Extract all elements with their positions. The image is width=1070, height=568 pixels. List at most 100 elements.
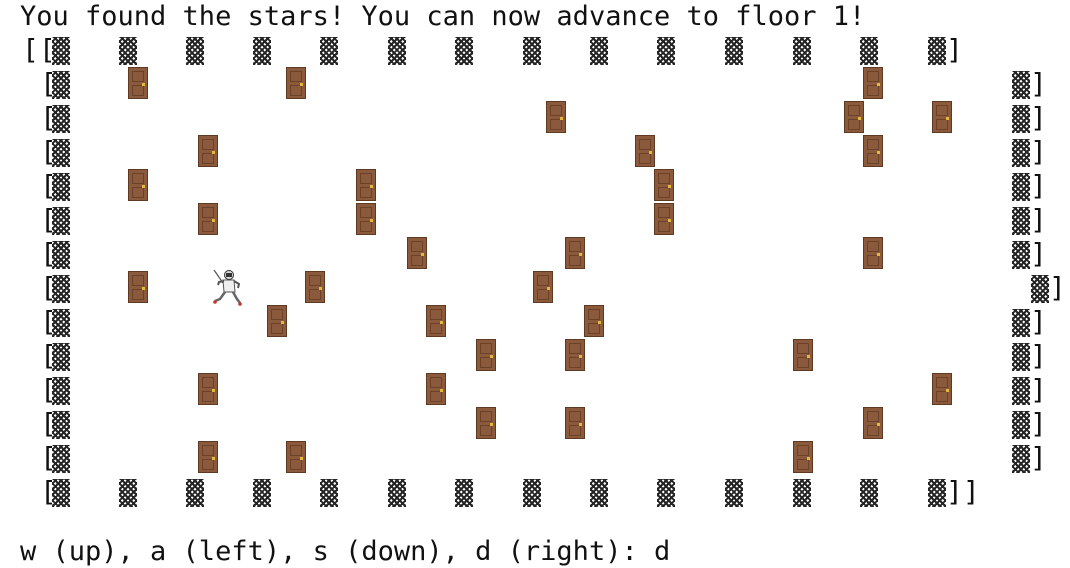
wall-tile-icon (657, 479, 675, 507)
board-bracket-close: ] (1030, 409, 1047, 439)
door-icon (793, 441, 813, 473)
wall-tile-icon (725, 37, 743, 65)
wall-tile-icon (52, 71, 70, 99)
board-bracket-close: ] (1030, 239, 1047, 269)
door-icon (654, 203, 674, 235)
wall-tile-icon (860, 37, 878, 65)
wall-tile-icon (186, 479, 204, 507)
door-icon (932, 373, 952, 405)
wall-tile-icon (860, 479, 878, 507)
wall-tile-icon (52, 173, 70, 201)
door-icon (932, 101, 952, 133)
door-icon (863, 67, 883, 99)
board-bracket-close: ] (1030, 443, 1047, 473)
wall-tile-icon (1012, 105, 1030, 133)
wall-tile-icon (52, 241, 70, 269)
board-bracket-close: ] (1030, 375, 1047, 405)
door-icon (476, 339, 496, 371)
wall-tile-icon (1012, 71, 1030, 99)
wall-tile-icon (793, 479, 811, 507)
wall-tile-icon (119, 479, 137, 507)
player-fencer-icon (210, 268, 242, 306)
wall-tile-icon (52, 37, 70, 65)
door-icon (286, 441, 306, 473)
door-icon (565, 407, 585, 439)
wall-tile-icon (320, 479, 338, 507)
wall-tile-icon (186, 37, 204, 65)
input-prompt[interactable]: w (up), a (left), s (down), d (right): d (20, 537, 670, 567)
wall-tile-icon (119, 37, 137, 65)
door-icon (793, 339, 813, 371)
board-bracket-close: ] (1030, 137, 1047, 167)
wall-tile-icon (52, 207, 70, 235)
door-icon (356, 169, 376, 201)
wall-tile-icon (725, 479, 743, 507)
wall-tile-icon (1012, 173, 1030, 201)
board-bracket-close: ] (946, 35, 963, 65)
wall-tile-icon (1012, 343, 1030, 371)
wall-tile-icon (1012, 377, 1030, 405)
board-bracket-close: ] (1030, 341, 1047, 371)
door-icon (476, 407, 496, 439)
wall-tile-icon (253, 37, 271, 65)
door-icon (305, 271, 325, 303)
door-icon (654, 169, 674, 201)
board-bracket-close: ] (1030, 205, 1047, 235)
door-icon (635, 135, 655, 167)
board-bracket-open: [[ (22, 35, 56, 65)
door-icon (128, 271, 148, 303)
door-icon (128, 169, 148, 201)
door-icon (407, 237, 427, 269)
wall-tile-icon (928, 37, 946, 65)
wall-tile-icon (388, 479, 406, 507)
wall-tile-icon (1031, 275, 1049, 303)
door-icon (286, 67, 306, 99)
wall-tile-icon (52, 309, 70, 337)
wall-tile-icon (52, 275, 70, 303)
door-icon (356, 203, 376, 235)
wall-tile-icon (1012, 411, 1030, 439)
door-icon (565, 237, 585, 269)
door-icon (128, 67, 148, 99)
wall-tile-icon (253, 479, 271, 507)
door-icon (844, 101, 864, 133)
wall-tile-icon (52, 445, 70, 473)
door-icon (863, 135, 883, 167)
wall-tile-icon (1012, 309, 1030, 337)
door-icon (198, 373, 218, 405)
wall-tile-icon (388, 37, 406, 65)
wall-tile-icon (1012, 445, 1030, 473)
wall-tile-icon (52, 105, 70, 133)
wall-tile-icon (455, 37, 473, 65)
door-icon (565, 339, 585, 371)
wall-tile-icon (1012, 207, 1030, 235)
board-bracket-close: ] (1030, 103, 1047, 133)
wall-tile-icon (52, 139, 70, 167)
wall-tile-icon (1012, 139, 1030, 167)
wall-tile-icon (523, 479, 541, 507)
door-icon (546, 101, 566, 133)
board-bracket-close: ]] (946, 477, 980, 507)
wall-tile-icon (455, 479, 473, 507)
door-icon (198, 135, 218, 167)
board-bracket-close: ] (1030, 171, 1047, 201)
board-bracket-close: ] (1030, 307, 1047, 337)
board-bracket-close: ] (1049, 273, 1066, 303)
wall-tile-icon (52, 377, 70, 405)
door-icon (863, 407, 883, 439)
door-icon (267, 305, 287, 337)
wall-tile-icon (52, 479, 70, 507)
door-icon (426, 305, 446, 337)
door-icon (533, 271, 553, 303)
wall-tile-icon (52, 411, 70, 439)
wall-tile-icon (1012, 241, 1030, 269)
door-icon (198, 441, 218, 473)
wall-tile-icon (793, 37, 811, 65)
board-bracket-close: ] (1030, 69, 1047, 99)
wall-tile-icon (590, 479, 608, 507)
wall-tile-icon (523, 37, 541, 65)
wall-tile-icon (52, 343, 70, 371)
wall-tile-icon (928, 479, 946, 507)
wall-tile-icon (590, 37, 608, 65)
